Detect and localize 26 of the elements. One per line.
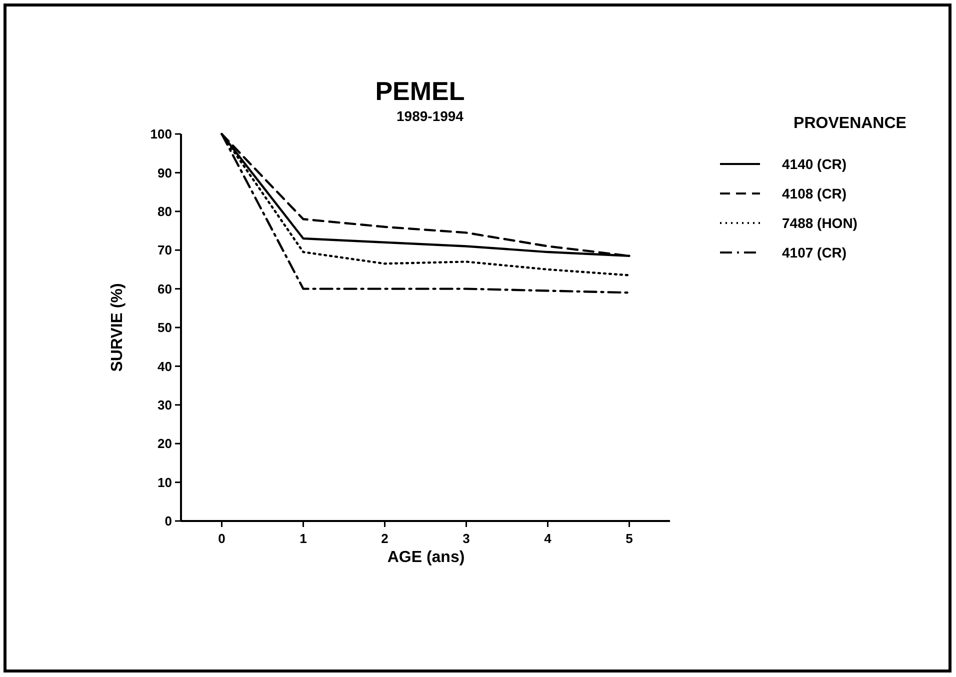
y-tick-label: 40 — [158, 358, 172, 374]
x-axis-title: AGE (ans) — [387, 549, 465, 566]
y-tick-label: 0 — [164, 514, 172, 529]
y-tick-label: 10 — [158, 474, 172, 490]
y-tick-label: 30 — [158, 397, 172, 412]
chart-title: PEMEL — [375, 76, 465, 106]
x-tick-label: 2 — [381, 531, 388, 546]
y-tick-label: 90 — [158, 165, 172, 180]
y-axis-title: SURVIE (%) — [109, 283, 126, 372]
x-tick-label: 3 — [462, 531, 470, 546]
y-tick-label: 60 — [158, 281, 172, 296]
legend-title: PROVENANCE — [794, 115, 907, 132]
y-tick-label: 20 — [158, 436, 172, 452]
x-tick-label: 0 — [218, 531, 226, 546]
y-tick-label: 70 — [158, 242, 172, 258]
chart-subtitle: 1989-1994 — [396, 108, 464, 124]
legend-label: 4108 (CR) — [782, 185, 847, 202]
x-tick-label: 4 — [544, 531, 552, 546]
legend-label: 7488 (HON) — [782, 214, 858, 231]
y-tick-label: 100 — [150, 126, 172, 142]
y-tick-label: 80 — [158, 204, 172, 219]
x-tick-label: 5 — [626, 531, 633, 546]
y-tick-label: 50 — [158, 320, 172, 336]
legend-label: 4107 (CR) — [782, 244, 847, 260]
x-tick-label: 1 — [300, 531, 307, 546]
legend-label: 4140 (CR) — [782, 156, 847, 172]
